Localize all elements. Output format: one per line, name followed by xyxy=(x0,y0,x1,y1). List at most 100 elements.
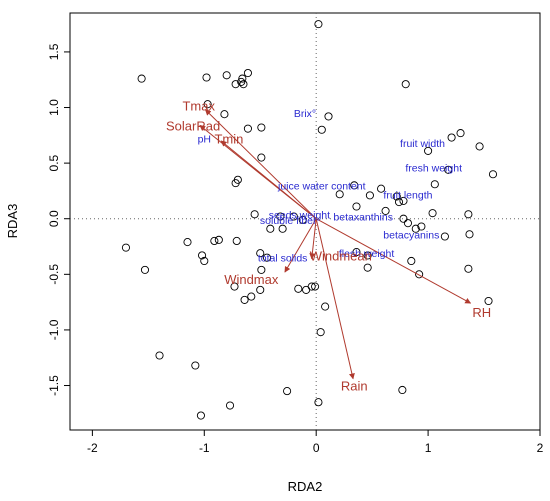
site-point xyxy=(237,77,246,86)
site-point xyxy=(238,74,247,83)
y-tick-label: 0.0 xyxy=(47,210,61,227)
site-point xyxy=(276,212,285,221)
site-point xyxy=(283,387,292,396)
site-point xyxy=(456,129,465,138)
env-arrow xyxy=(309,218,317,260)
site-point xyxy=(314,20,323,29)
site-point xyxy=(140,265,150,274)
site-point xyxy=(464,264,473,273)
site-point xyxy=(350,181,359,190)
site-point xyxy=(317,125,326,134)
site-point xyxy=(399,214,408,223)
site-point xyxy=(381,206,390,215)
site-point xyxy=(250,210,259,219)
site-point xyxy=(475,142,484,151)
site-point xyxy=(440,232,449,241)
species-label: soluble fiber xyxy=(260,215,317,227)
species-label: seeds weight xyxy=(269,209,330,221)
site-point xyxy=(484,296,493,306)
site-point xyxy=(311,282,320,291)
env-arrow xyxy=(204,109,317,220)
site-point xyxy=(155,351,164,360)
site-point xyxy=(278,224,287,233)
site-point xyxy=(352,202,361,211)
site-point xyxy=(256,285,265,294)
species-label: fruit length xyxy=(383,189,432,201)
y-tick-label: -1.0 xyxy=(47,319,61,340)
y-axis-title: RDA3 xyxy=(5,204,20,239)
env-label: Windmean xyxy=(310,248,372,263)
species-label: betaxanthins xyxy=(333,211,393,223)
environment-arrows xyxy=(199,109,472,380)
species-label: flesh weight xyxy=(339,248,395,260)
site-point xyxy=(430,180,439,189)
env-label: Rain xyxy=(341,379,368,394)
site-point xyxy=(257,265,266,274)
site-point xyxy=(415,270,424,279)
x-tick-label: -1 xyxy=(199,441,210,455)
y-tick-label: -0.5 xyxy=(47,264,61,285)
site-point xyxy=(324,112,333,121)
site-point xyxy=(417,222,426,231)
species-labels: Brix° pH fruit width fresh weight juice wate… xyxy=(198,108,463,265)
site-point xyxy=(298,215,307,224)
env-label: Tmin xyxy=(214,132,243,147)
site-point xyxy=(247,292,256,301)
site-points xyxy=(121,20,498,420)
site-point xyxy=(392,192,401,201)
site-point xyxy=(222,71,231,80)
site-point xyxy=(352,248,361,257)
site-point xyxy=(401,80,410,89)
site-point xyxy=(321,302,330,311)
env-label: Tmax xyxy=(182,98,215,113)
species-label: pH xyxy=(198,134,211,146)
y-tick-label: 1.0 xyxy=(47,99,61,116)
site-point xyxy=(137,74,146,83)
site-point xyxy=(203,100,212,109)
site-point xyxy=(225,401,235,410)
site-point xyxy=(256,249,265,258)
x-tick-label: 1 xyxy=(425,441,432,455)
site-point xyxy=(314,398,323,407)
site-point xyxy=(464,210,473,219)
species-label: betacyanins xyxy=(383,229,439,241)
site-point xyxy=(243,68,252,78)
x-tick-label: -2 xyxy=(87,441,98,455)
site-point xyxy=(394,197,404,207)
site-point xyxy=(121,243,131,252)
env-arrow xyxy=(315,218,472,304)
site-point xyxy=(262,253,272,262)
site-point xyxy=(289,212,298,221)
site-point xyxy=(231,179,240,188)
site-point xyxy=(377,184,386,193)
env-arrow xyxy=(315,218,355,380)
site-point xyxy=(257,153,266,162)
env-label: RH xyxy=(472,305,491,320)
species-label: Brix° xyxy=(294,108,316,120)
site-point xyxy=(200,256,209,266)
site-point xyxy=(230,282,239,291)
site-point xyxy=(411,224,420,233)
site-point xyxy=(232,236,241,246)
site-point xyxy=(197,251,207,260)
site-point xyxy=(335,190,344,199)
y-tick-label: 1.5 xyxy=(47,43,61,60)
site-point xyxy=(210,236,219,246)
site-point xyxy=(488,170,498,179)
y-tick-label: -1.5 xyxy=(47,375,61,396)
species-label: juice water content xyxy=(277,180,366,192)
site-point xyxy=(220,110,229,119)
x-axis: -2 -1 0 1 2 xyxy=(87,430,544,455)
species-label: total solids xyxy=(258,253,308,265)
site-point xyxy=(403,219,413,228)
site-point xyxy=(294,284,303,293)
site-point xyxy=(239,80,248,89)
species-label: fresh weight xyxy=(405,163,462,175)
site-point xyxy=(257,123,266,132)
site-point xyxy=(363,251,372,260)
site-point xyxy=(428,209,437,218)
site-point xyxy=(407,256,416,266)
site-point xyxy=(465,230,474,239)
site-point xyxy=(191,361,200,370)
